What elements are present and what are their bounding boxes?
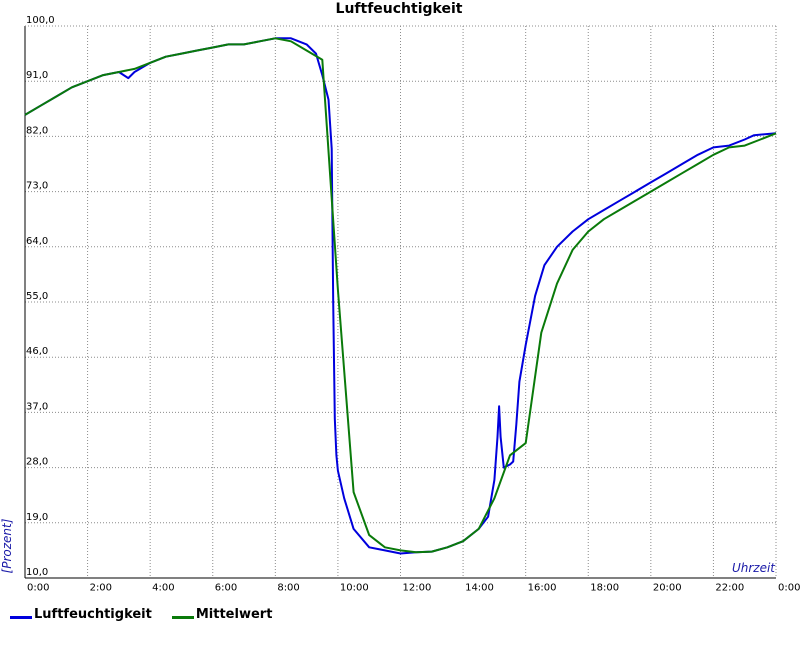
plot-frame [24,25,777,579]
x-axis-label: Uhrzeit [732,561,776,575]
y-tick-label: 100,0 [26,15,55,26]
chart-legend: Luftfeuchtigkeit Mittelwert [10,607,272,622]
legend-item-mittelwert: Mittelwert [171,607,273,622]
y-tick-label: 46,0 [26,346,48,357]
x-tick-label: 22:00 [715,582,744,593]
x-tick-label: 4:00 [152,582,174,593]
legend-label-luftfeuchtigkeit: Luftfeuchtigkeit [34,607,152,622]
x-tick-label: 8:00 [277,582,299,593]
legend-swatch-luftfeuchtigkeit [10,616,32,619]
y-tick-label: 28,0 [26,457,48,468]
y-tick-label: 37,0 [26,401,48,412]
legend-label-mittelwert: Mittelwert [195,607,273,622]
chart-title: Luftfeuchtigkeit [336,1,463,17]
tick-labels: 0:00 2:00 4:00 6:00 8:00 10:00 12:00 14:00 16:00… [26,15,800,593]
y-tick-label: 10,0 [26,567,48,578]
y-tick-label: 73,0 [26,181,48,192]
x-tick-label: 0:00 [27,582,49,593]
x-tick-label: 0:00 [778,582,800,593]
x-tick-label: 18:00 [590,582,619,593]
x-tick-label: 16:00 [528,582,557,593]
series-line-mittelwert [24,37,777,554]
data-series [24,37,777,555]
y-tick-label: 19,0 [26,512,48,523]
y-tick-label: 91,0 [26,70,48,81]
x-tick-label: 14:00 [465,582,494,593]
grid-lines [25,26,776,578]
y-axis-label: [Prozent] [0,518,14,573]
x-tick-label: 10:00 [340,582,369,593]
legend-swatch-mittelwert [171,616,194,619]
y-tick-label: 64,0 [26,236,48,247]
x-tick-label: 20:00 [653,582,682,593]
y-tick-label: 55,0 [26,291,48,302]
legend-item-luftfeuchtigkeit: Luftfeuchtigkeit [10,607,152,622]
x-tick-label: 2:00 [90,582,112,593]
x-tick-label: 6:00 [215,582,237,593]
y-tick-label: 82,0 [26,125,48,136]
x-tick-label: 12:00 [403,582,432,593]
